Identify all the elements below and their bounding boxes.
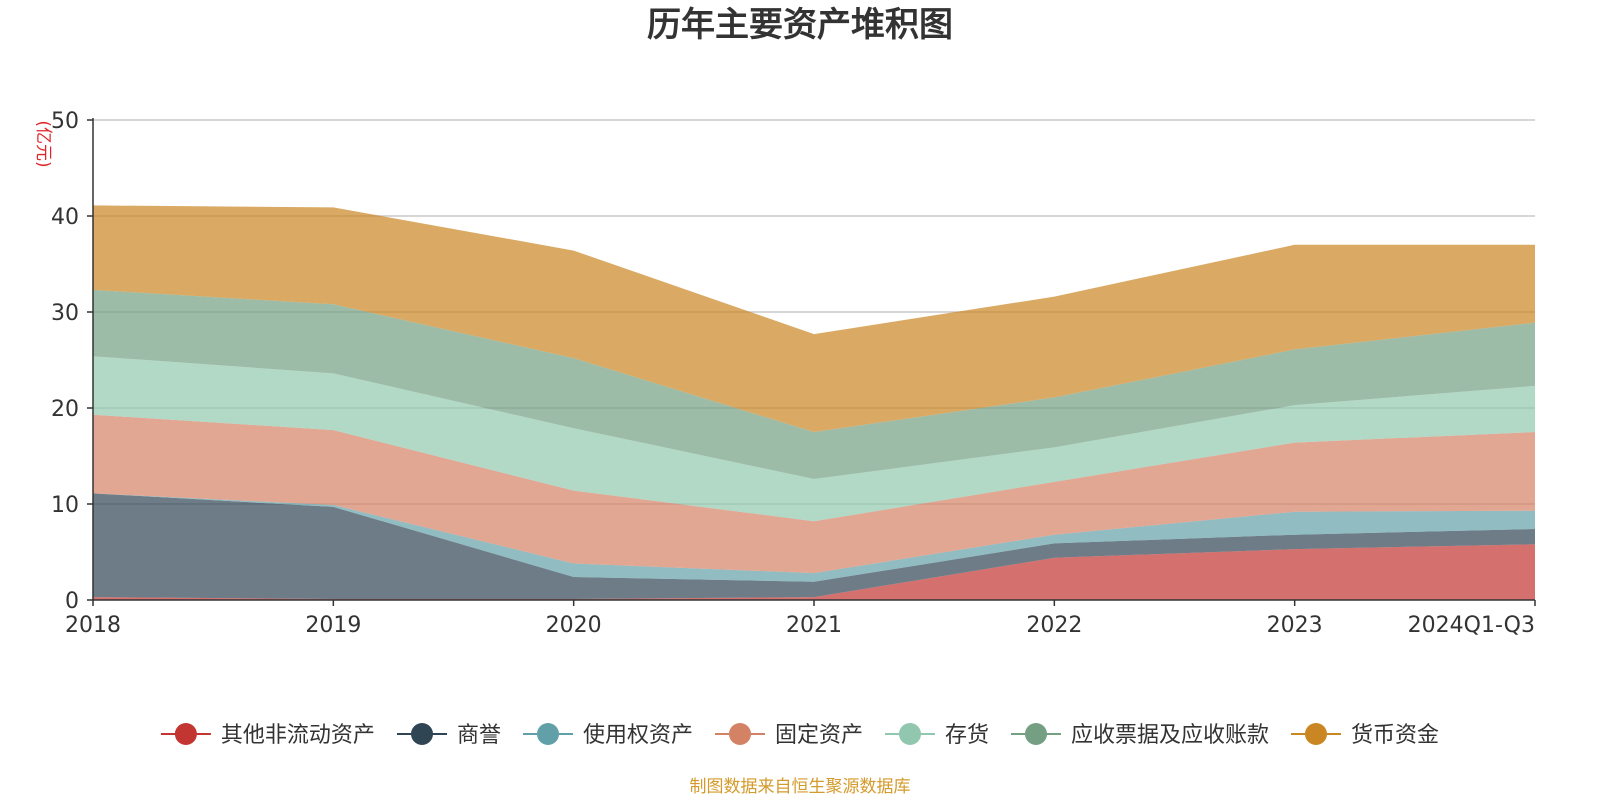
legend-marker-icon	[537, 723, 559, 745]
series-area-3	[93, 414, 1535, 574]
x-tick-label: 2020	[546, 613, 602, 638]
legend-label: 固定资产	[775, 723, 863, 748]
legend-item-4[interactable]: 存货	[885, 723, 989, 748]
y-tick-label: 10	[51, 493, 79, 518]
axes: 0 10 20 30 40 50 2018 2019 2020 2021 2022 2023 2024Q…	[51, 109, 1536, 638]
legend-marker-icon	[411, 723, 433, 745]
x-tick-label: 2024Q1-Q3	[1408, 613, 1535, 638]
series-area-5	[93, 289, 1535, 479]
legend-label: 其他非流动资产	[221, 723, 375, 748]
legend-item-3[interactable]: 固定资产	[715, 723, 863, 748]
legend-marker-icon	[899, 723, 921, 745]
x-tick-label: 2021	[786, 613, 842, 638]
y-tick-label: 50	[51, 109, 79, 134]
y-axis-unit-label: (亿元)	[33, 120, 53, 167]
legend-marker-icon	[729, 723, 751, 745]
series-areas	[93, 205, 1535, 600]
data-source-note: 制图数据来自恒生聚源数据库	[690, 777, 911, 797]
legend-item-2[interactable]: 使用权资产	[523, 723, 693, 748]
legend-item-5[interactable]: 应收票据及应收账款	[1011, 723, 1269, 748]
y-tick-label: 40	[51, 205, 79, 230]
legend-label: 应收票据及应收账款	[1071, 723, 1269, 748]
legend-item-6[interactable]: 货币资金	[1291, 723, 1439, 748]
legend-label: 使用权资产	[583, 723, 693, 748]
legend-marker-icon	[1025, 723, 1047, 745]
series-area-1	[93, 493, 1535, 599]
x-tick-label: 2023	[1267, 613, 1323, 638]
legend-marker-icon	[1305, 723, 1327, 745]
legend-label: 商誉	[457, 723, 501, 748]
legend-item-0[interactable]: 其他非流动资产	[160, 723, 375, 748]
y-tick-label: 0	[65, 589, 79, 614]
y-tick-label: 20	[51, 397, 79, 422]
legend[interactable]: 其他非流动资产 商誉 使用权资产 固定资产 存货 应收票据及应收账款 货币资金	[160, 723, 1439, 748]
series-area-4	[93, 356, 1535, 522]
x-tick-label: 2019	[305, 613, 361, 638]
x-tick-label: 2018	[65, 613, 121, 638]
legend-marker-icon	[174, 723, 197, 745]
series-area-6	[93, 205, 1535, 432]
x-tick-label: 2022	[1026, 613, 1082, 638]
series-area-0	[93, 544, 1535, 600]
legend-label: 存货	[945, 723, 989, 748]
chart-title: 历年主要资产堆积图	[647, 5, 953, 45]
legend-item-1[interactable]: 商誉	[397, 723, 501, 748]
y-tick-label: 30	[51, 301, 79, 326]
legend-label: 货币资金	[1351, 723, 1439, 748]
